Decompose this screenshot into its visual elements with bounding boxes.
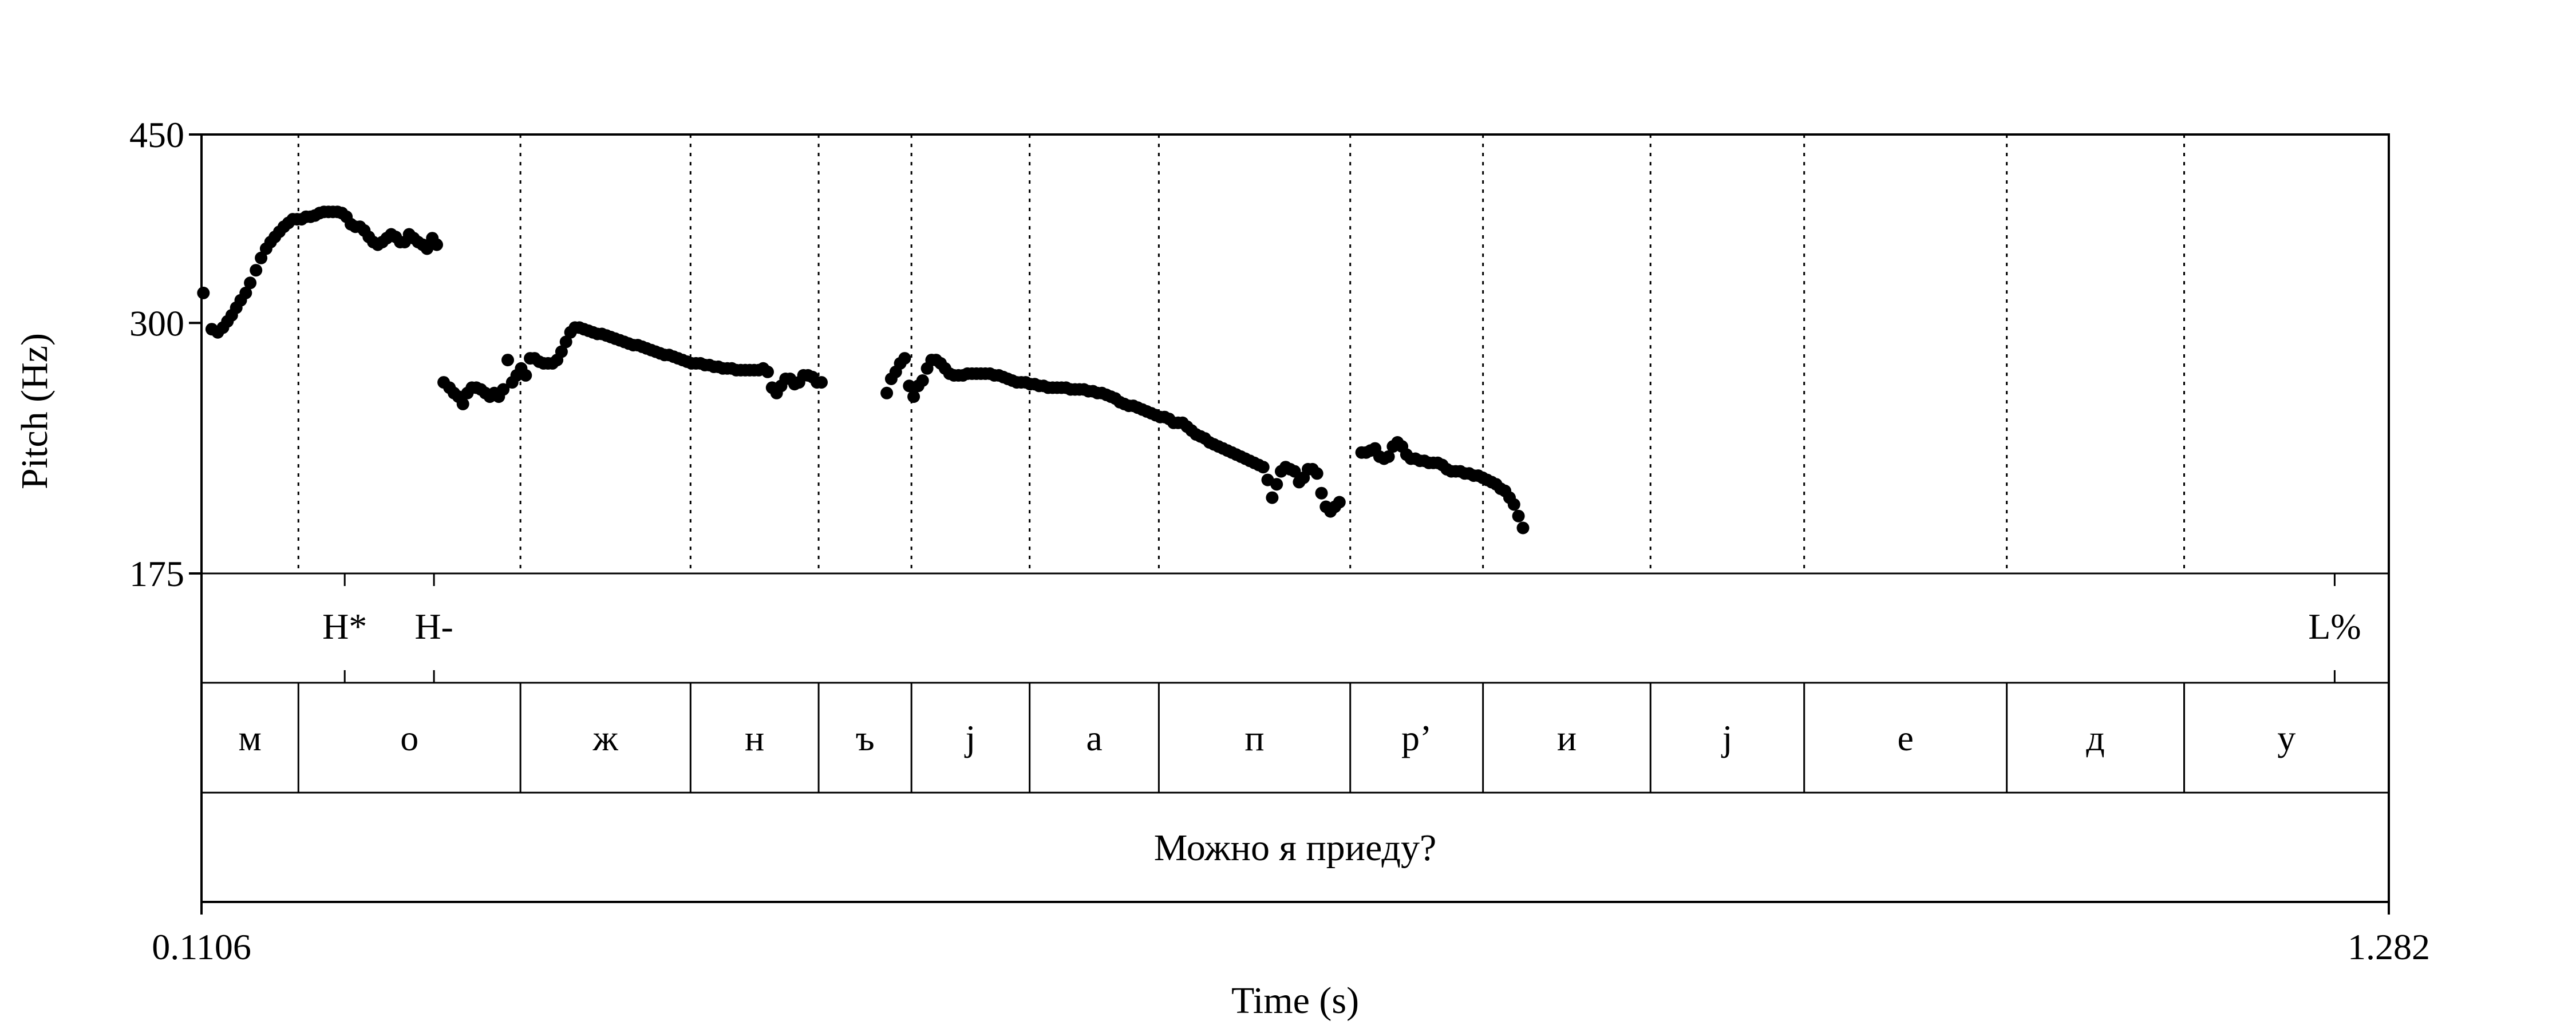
pitch-point [1310, 467, 1323, 480]
pitch-point [761, 365, 774, 378]
segment-boundary-lines [297, 134, 2185, 573]
pitch-point [1315, 486, 1328, 500]
pitch-point [1512, 509, 1525, 523]
pitch-point [916, 374, 929, 387]
y-tick-label: 175 [129, 553, 184, 594]
pitch-points [197, 205, 1530, 535]
x-axis-title: Time (s) [1231, 980, 1359, 1022]
pitch-point [1270, 478, 1283, 491]
segment-label: д [2086, 718, 2105, 758]
pitch-point [1516, 521, 1530, 535]
pitch-point [555, 345, 568, 358]
plot-frame [200, 133, 2390, 903]
pitch-point [1288, 465, 1301, 478]
segment-label: ж [592, 718, 619, 758]
tone-label: H* [322, 606, 367, 647]
segment-label: м [238, 718, 262, 758]
segment-label: о [400, 718, 418, 758]
pitch-point [1266, 491, 1279, 504]
pitch-point [501, 354, 514, 367]
pitch-point [497, 383, 510, 396]
pitch-point [430, 238, 443, 251]
segment-label: и [1557, 718, 1577, 758]
segment-label: у [2277, 718, 2296, 758]
annotation-tiers: H* H- L% м о ж н ъ j а п р’ и j е д у Можно я приеду? [238, 573, 2361, 869]
pitch-point [1333, 496, 1346, 509]
segment-label: н [745, 718, 764, 758]
figure-border [200, 133, 2390, 903]
y-tick-label: 450 [129, 114, 184, 155]
pitch-point [255, 251, 268, 264]
pitch-point [559, 335, 572, 349]
pitch-point [907, 390, 920, 403]
segment-label: j [965, 718, 976, 758]
pitch-point [1382, 450, 1395, 463]
pitch-point [815, 376, 828, 389]
pitch-point [1257, 461, 1270, 474]
segment-label: ъ [856, 718, 875, 758]
axes: 175 300 450 0.1106 1.282 Time (s) Pitch (Hz) [14, 114, 2430, 1022]
pitch-point [244, 276, 257, 290]
segment-label: п [1244, 718, 1264, 758]
pitch-point [898, 352, 911, 365]
y-axis-title: Pitch (Hz) [14, 333, 56, 489]
x-tick-label: 0.1106 [152, 927, 251, 967]
pitch-point [1507, 498, 1520, 511]
sentence-label: Можно я приеду? [1154, 827, 1437, 869]
tone-label: L% [2308, 606, 2361, 647]
pitch-point [250, 264, 263, 277]
pitch-point [519, 369, 532, 382]
pitch-point [421, 242, 433, 255]
y-tick-label: 300 [129, 303, 184, 343]
pitch-point [456, 397, 469, 410]
x-tick-label: 1.282 [2348, 927, 2430, 967]
pitch-point [239, 286, 252, 299]
segment-label: е [1897, 718, 1913, 758]
pitch-point [903, 379, 916, 393]
tone-label: H- [414, 606, 453, 647]
pitch-point [880, 386, 894, 399]
segment-label: j [1721, 718, 1733, 758]
segment-label: р’ [1401, 718, 1432, 758]
segment-label: а [1086, 718, 1102, 758]
pitch-point [197, 286, 210, 299]
